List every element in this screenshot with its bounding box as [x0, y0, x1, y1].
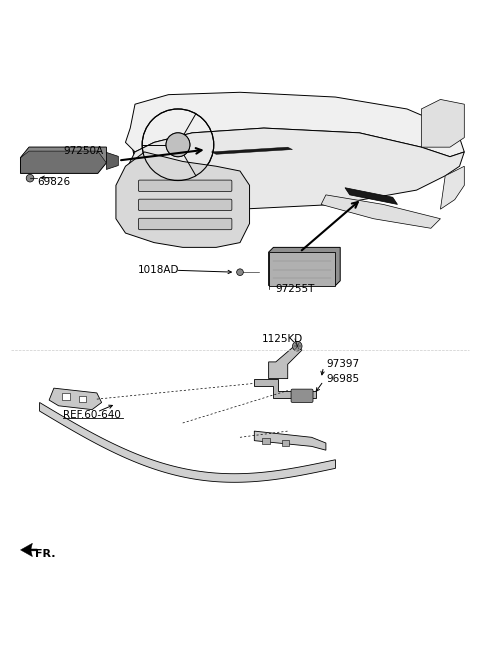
Text: 97255T: 97255T: [276, 284, 315, 294]
Polygon shape: [21, 147, 107, 173]
FancyBboxPatch shape: [138, 199, 232, 211]
Polygon shape: [345, 188, 397, 204]
Circle shape: [292, 342, 302, 351]
Polygon shape: [39, 403, 336, 482]
Polygon shape: [116, 152, 250, 248]
Polygon shape: [421, 99, 464, 147]
Text: FR.: FR.: [35, 549, 55, 558]
Text: 1018AD: 1018AD: [137, 265, 179, 275]
Bar: [79, 396, 86, 403]
Text: REF.60-640: REF.60-640: [63, 411, 121, 420]
Polygon shape: [254, 431, 326, 450]
Text: 97250A: 97250A: [63, 146, 104, 156]
Text: 96985: 96985: [326, 374, 359, 384]
Polygon shape: [269, 348, 302, 378]
Text: 1125KD: 1125KD: [262, 334, 303, 344]
Text: 97397: 97397: [326, 359, 359, 369]
Text: 69826: 69826: [37, 177, 70, 187]
Polygon shape: [441, 166, 464, 209]
Circle shape: [26, 174, 34, 182]
Ellipse shape: [132, 104, 223, 185]
FancyBboxPatch shape: [138, 218, 232, 230]
Bar: [281, 440, 289, 446]
Bar: [62, 393, 70, 399]
Polygon shape: [21, 543, 37, 556]
Polygon shape: [21, 147, 107, 163]
Polygon shape: [321, 195, 441, 228]
FancyBboxPatch shape: [138, 180, 232, 192]
Polygon shape: [269, 248, 340, 286]
Polygon shape: [49, 388, 102, 409]
Circle shape: [166, 133, 190, 157]
Polygon shape: [125, 128, 464, 209]
Circle shape: [237, 269, 243, 275]
Polygon shape: [107, 152, 118, 170]
Polygon shape: [254, 378, 316, 397]
Polygon shape: [269, 252, 336, 286]
Bar: [263, 438, 270, 443]
Polygon shape: [211, 147, 292, 154]
Polygon shape: [125, 92, 464, 157]
FancyBboxPatch shape: [291, 389, 313, 403]
